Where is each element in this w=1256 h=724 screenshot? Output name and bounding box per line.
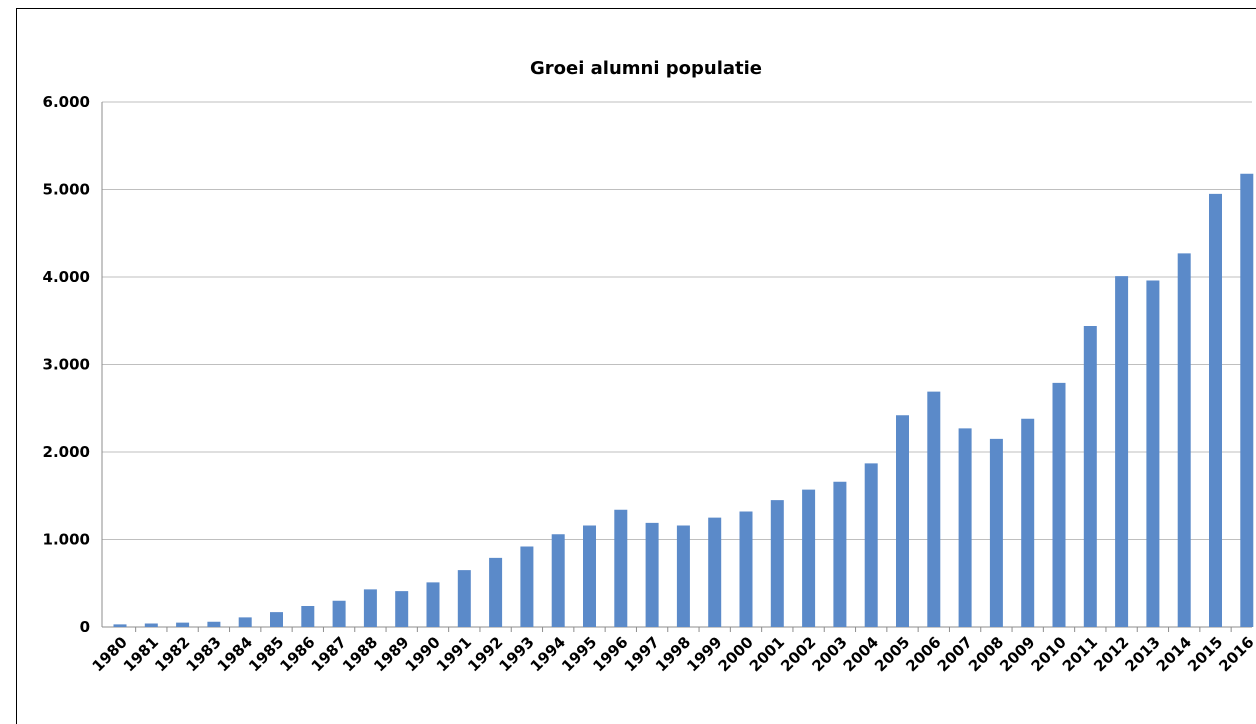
- bar-1998: [676, 525, 690, 627]
- x-tick-label-1982: 1982: [151, 633, 193, 675]
- x-tick-label-1981: 1981: [120, 633, 162, 675]
- x-axis-ticks: 1980198119821983198419851986198719881989…: [89, 627, 1256, 675]
- y-tick-label: 4.000: [43, 268, 90, 286]
- y-axis-ticks: 0 1.000 2.000 3.000 4.000 5.000 6.000: [43, 93, 90, 636]
- x-tick-label-2008: 2008: [965, 633, 1007, 675]
- bar-1994: [551, 534, 565, 627]
- bar-1995: [583, 525, 596, 627]
- y-tick-label: 2.000: [43, 443, 90, 461]
- x-tick-label-1993: 1993: [495, 633, 537, 675]
- x-tick-label-1983: 1983: [182, 633, 224, 675]
- bar-1982: [176, 622, 190, 627]
- x-tick-label-2000: 2000: [715, 633, 757, 675]
- bar-2007: [958, 428, 972, 627]
- bar-1991: [457, 570, 471, 627]
- bar-2003: [833, 481, 847, 627]
- bar-2015: [1209, 193, 1222, 627]
- bar-1986: [301, 606, 315, 627]
- x-tick-label-1986: 1986: [276, 633, 318, 675]
- bar-1988: [363, 589, 377, 627]
- x-tick-label-1990: 1990: [402, 633, 444, 675]
- x-tick-label-2007: 2007: [934, 633, 976, 675]
- y-tick-label: 5.000: [43, 181, 90, 199]
- x-tick-label-1999: 1999: [683, 633, 725, 675]
- bar-1989: [395, 591, 409, 627]
- bar-1980: [113, 624, 127, 627]
- x-tick-label-2014: 2014: [1153, 633, 1195, 675]
- chart-frame: [16, 8, 1256, 724]
- x-tick-label-2005: 2005: [871, 633, 913, 675]
- x-tick-label-2015: 2015: [1184, 633, 1226, 675]
- x-tick-label-1991: 1991: [433, 633, 475, 675]
- x-tick-label-2010: 2010: [1028, 633, 1070, 675]
- x-tick-label-1988: 1988: [339, 633, 381, 675]
- bar-2014: [1177, 253, 1191, 627]
- bar-1999: [708, 517, 722, 627]
- x-tick-label-1989: 1989: [370, 633, 412, 675]
- x-tick-label-1995: 1995: [558, 633, 600, 675]
- bar-2001: [770, 500, 784, 627]
- bar-2010: [1052, 382, 1066, 627]
- bar-1987: [332, 600, 346, 627]
- bar-1993: [520, 546, 534, 627]
- x-tick-label-2002: 2002: [777, 633, 819, 675]
- x-tick-label-2003: 2003: [808, 633, 850, 675]
- x-tick-label-2011: 2011: [1059, 633, 1101, 675]
- bar-2012: [1115, 276, 1129, 627]
- x-tick-label-2009: 2009: [996, 633, 1038, 675]
- x-tick-label-1998: 1998: [652, 633, 694, 675]
- bar-2005: [896, 415, 909, 627]
- bar-1997: [645, 522, 659, 627]
- x-tick-label-2012: 2012: [1090, 633, 1132, 675]
- bar-2008: [989, 438, 1003, 627]
- x-tick-label-1996: 1996: [589, 633, 631, 675]
- bar-1985: [270, 612, 283, 627]
- bar-1990: [426, 582, 440, 627]
- x-tick-label-2013: 2013: [1121, 633, 1163, 675]
- y-tick-label: 0: [80, 618, 90, 636]
- bars: [113, 173, 1254, 627]
- y-tick-label: 1.000: [43, 531, 90, 549]
- chart-title: Groei alumni populatie: [530, 58, 762, 79]
- bar-2000: [739, 511, 753, 627]
- x-tick-label-2016: 2016: [1215, 633, 1256, 675]
- x-tick-label-1980: 1980: [89, 633, 131, 675]
- bar-1981: [144, 623, 158, 627]
- x-tick-label-1985: 1985: [245, 633, 287, 675]
- bar-2011: [1083, 326, 1097, 627]
- x-tick-label-2001: 2001: [746, 633, 788, 675]
- bar-1992: [489, 557, 503, 627]
- x-tick-label-1997: 1997: [621, 633, 663, 675]
- x-tick-label-1994: 1994: [527, 633, 569, 675]
- bar-1996: [614, 509, 628, 627]
- bar-2016: [1240, 173, 1254, 627]
- bar-2002: [802, 489, 816, 627]
- x-tick-label-2004: 2004: [840, 633, 882, 675]
- bar-2009: [1021, 418, 1035, 627]
- bar-2006: [927, 391, 941, 627]
- x-tick-label-1984: 1984: [214, 633, 256, 675]
- x-tick-label-1992: 1992: [464, 633, 506, 675]
- bar-1983: [207, 621, 221, 627]
- bar-2013: [1146, 280, 1160, 627]
- y-tick-label: 3.000: [43, 356, 90, 374]
- x-tick-label-1987: 1987: [308, 633, 350, 675]
- x-tick-label-2006: 2006: [902, 633, 944, 675]
- bar-2004: [864, 463, 878, 627]
- y-tick-label: 6.000: [43, 93, 90, 111]
- bar-1984: [238, 617, 252, 627]
